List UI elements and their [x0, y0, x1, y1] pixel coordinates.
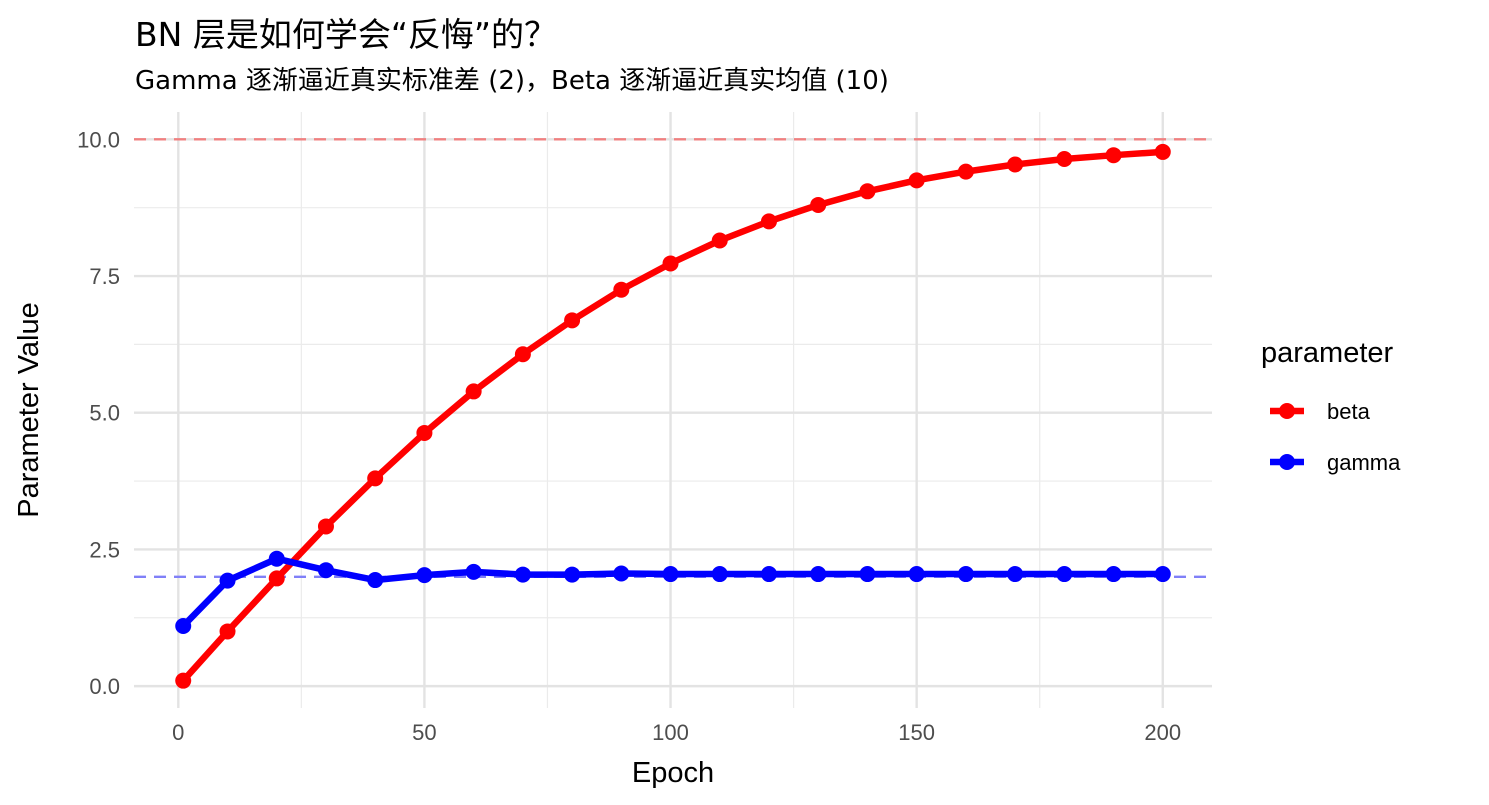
- data-point-gamma: [711, 566, 728, 583]
- y-tick-label: 7.5: [89, 264, 120, 289]
- x-tick-label: 50: [412, 720, 436, 745]
- data-point-gamma: [859, 566, 876, 583]
- data-point-beta: [810, 196, 827, 213]
- y-tick-label: 0.0: [89, 674, 120, 699]
- legend-key-point-gamma: [1279, 454, 1295, 470]
- data-point-gamma: [1105, 566, 1122, 583]
- legend-label-gamma: gamma: [1327, 450, 1401, 475]
- data-point-beta: [465, 383, 482, 400]
- data-point-gamma: [367, 572, 384, 589]
- data-point-beta: [760, 213, 777, 230]
- data-point-gamma: [1154, 566, 1171, 583]
- data-point-beta: [514, 346, 531, 363]
- data-point-gamma: [760, 566, 777, 583]
- data-point-gamma: [416, 567, 433, 584]
- data-point-gamma: [317, 562, 334, 579]
- data-point-gamma: [465, 563, 482, 580]
- data-point-beta: [662, 255, 679, 272]
- data-point-beta: [367, 470, 384, 487]
- x-tick-label: 0: [172, 720, 184, 745]
- data-point-beta: [1007, 156, 1024, 173]
- data-point-gamma: [810, 566, 827, 583]
- chart-subtitle: Gamma 逐渐逼近真实标准差 (2)，Beta 逐渐逼近真实均值 (10): [135, 66, 889, 96]
- x-tick-label: 200: [1144, 720, 1181, 745]
- y-tick-label: 2.5: [89, 537, 120, 562]
- data-point-gamma: [175, 617, 192, 634]
- data-point-gamma: [613, 565, 630, 582]
- data-point-gamma: [662, 566, 679, 583]
- data-point-gamma: [268, 550, 285, 567]
- series-line-beta: [179, 148, 1167, 684]
- data-point-beta: [1154, 143, 1171, 160]
- data-point-beta: [957, 163, 974, 180]
- data-point-beta: [1056, 151, 1073, 168]
- y-tick-label: 5.0: [89, 401, 120, 426]
- data-point-beta: [175, 672, 192, 689]
- data-point-beta: [219, 623, 236, 640]
- y-axis-title: Parameter Value: [13, 302, 45, 517]
- data-point-beta: [416, 424, 433, 441]
- chart-title: BN 层是如何学会“反悔”的？: [135, 15, 558, 54]
- data-point-beta: [268, 570, 285, 587]
- x-tick-label: 100: [652, 720, 689, 745]
- data-point-gamma: [957, 566, 974, 583]
- data-point-gamma: [1056, 566, 1073, 583]
- y-tick-label: 10.0: [77, 127, 120, 152]
- data-point-beta: [613, 281, 630, 298]
- data-point-gamma: [219, 572, 236, 589]
- data-point-beta: [564, 312, 581, 329]
- data-point-beta: [859, 183, 876, 200]
- x-axis-title: Epoch: [632, 757, 714, 789]
- data-point-beta: [1105, 147, 1122, 164]
- data-point-gamma: [564, 566, 581, 583]
- data-point-beta: [317, 518, 334, 535]
- legend-label-beta: beta: [1327, 399, 1371, 424]
- data-point-gamma: [1007, 566, 1024, 583]
- data-point-gamma: [908, 566, 925, 583]
- data-point-beta: [711, 232, 728, 249]
- data-point-gamma: [514, 566, 531, 583]
- x-tick-label: 150: [898, 720, 935, 745]
- legend-title: parameter: [1261, 337, 1394, 369]
- legend-key-point-beta: [1279, 403, 1295, 419]
- data-point-beta: [908, 172, 925, 189]
